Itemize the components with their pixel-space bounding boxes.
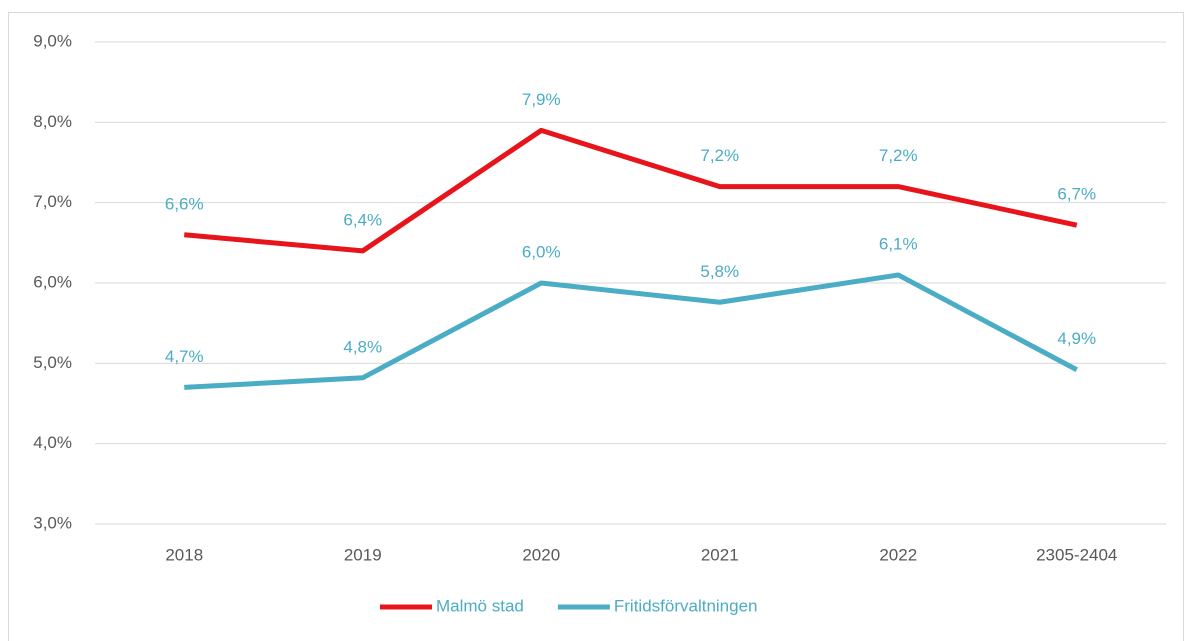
data-label: 4,9% (1057, 329, 1096, 348)
x-tick-label: 2305-2404 (1036, 545, 1117, 564)
x-tick-label: 2021 (701, 545, 739, 564)
line (184, 272, 1078, 390)
data-label: 7,9% (522, 90, 561, 109)
legend-label: Malmö stad (436, 596, 524, 615)
x-tick-label: 2020 (522, 545, 560, 564)
y-tick-label: 4,0% (33, 433, 72, 452)
line (184, 127, 1078, 254)
data-label: 6,4% (343, 210, 382, 229)
y-tick-label: 5,0% (33, 353, 72, 372)
x-tick-label: 2019 (344, 545, 382, 564)
data-label: 6,1% (879, 234, 918, 253)
data-label: 5,8% (700, 262, 739, 281)
y-tick-label: 7,0% (33, 192, 72, 211)
data-label: 7,2% (700, 146, 739, 165)
data-label: 7,2% (879, 146, 918, 165)
x-tick-label: 2018 (165, 545, 203, 564)
y-tick-label: 6,0% (33, 272, 72, 291)
y-tick-label: 8,0% (33, 112, 72, 131)
data-label: 6,0% (522, 242, 561, 261)
data-label: 6,6% (165, 194, 204, 213)
data-label: 4,8% (343, 337, 382, 356)
x-tick-label: 2022 (879, 545, 917, 564)
y-tick-label: 3,0% (33, 513, 72, 532)
data-label: 6,7% (1057, 185, 1096, 204)
data-label: 4,7% (165, 347, 204, 366)
legend-label: Fritidsförvaltningen (614, 596, 758, 615)
y-tick-label: 9,0% (33, 31, 72, 50)
